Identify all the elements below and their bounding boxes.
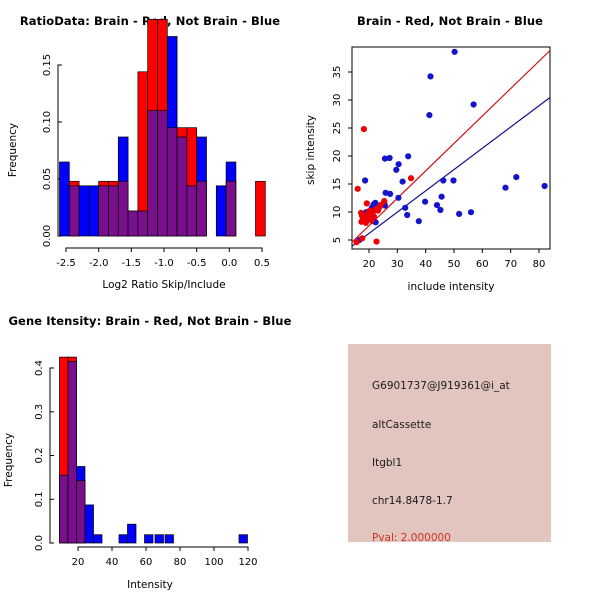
scatter-y-axis-label: skip intensity xyxy=(305,115,317,185)
sy-tick-15: 15 xyxy=(332,178,343,191)
gy-tick-1: 0.1 xyxy=(34,491,45,507)
x-tick-6: 0.5 xyxy=(254,258,270,269)
sx-tick-20: 20 xyxy=(363,259,376,270)
gx-tick-80: 80 xyxy=(174,557,187,568)
sy-tick-25: 25 xyxy=(332,122,343,135)
gbar-blue-10 xyxy=(238,534,248,544)
y-tick-3: 0.15 xyxy=(42,54,53,76)
sy-tick-20: 20 xyxy=(332,150,343,163)
gy-tick-0: 0.0 xyxy=(34,535,45,551)
gbar-blue-5 xyxy=(118,534,128,544)
sx-tick-30: 30 xyxy=(391,259,404,270)
gene-x-axis-label: Intensity xyxy=(127,579,173,591)
intensity-scatter-svg: 5 10 15 20 25 30 35 skip intensity 20 30… xyxy=(305,46,551,293)
sy-tick-35: 35 xyxy=(332,66,343,79)
gy-tick-3: 0.3 xyxy=(34,404,45,420)
sx-tick-70: 70 xyxy=(504,259,517,270)
brain-points xyxy=(353,126,415,246)
bar-blue-0 xyxy=(59,161,70,237)
gene-symbol-text: Itgbl1 xyxy=(372,457,403,469)
bar-overlap-14 xyxy=(196,180,207,237)
brain-fit-line xyxy=(351,50,551,243)
gbar-blue-4 xyxy=(93,534,103,544)
intensity-scatter-panel: Brain - Red, Not Brain - Blue 5 10 15 20… xyxy=(300,0,600,300)
gy-tick-2: 0.2 xyxy=(34,448,45,464)
sx-tick-40: 40 xyxy=(419,259,432,270)
x-tick-3: -1.0 xyxy=(154,258,174,269)
ratio-histogram-panel: RatioData: Brain - Red, Not Brain - Blue… xyxy=(0,0,300,300)
ratio-histogram-svg: 0.00 0.05 0.10 0.15 Frequency -2.5 -2.0 … xyxy=(7,19,270,291)
bar-overlap-12 xyxy=(176,136,188,237)
x-tick-1: -2.0 xyxy=(89,258,109,269)
x-tick-5: 0.0 xyxy=(221,258,237,269)
gene-info-box: G6901737@J919361@i_at altCassette Itgbl1… xyxy=(348,344,551,544)
bar-overlap-6 xyxy=(117,180,129,237)
bar-overlap-5 xyxy=(108,185,119,237)
bar-red-17 xyxy=(255,180,266,237)
sy-tick-5: 5 xyxy=(332,237,343,243)
bar-overlap-4 xyxy=(98,185,109,237)
bar-blue-3 xyxy=(88,185,100,237)
gene-intensity-title: Gene Itensity: Brain - Red, Not Brain - … xyxy=(8,314,292,328)
x-tick-4: -0.5 xyxy=(187,258,207,269)
gene-info-panel: G6901737@J919361@i_at altCassette Itgbl1… xyxy=(300,300,600,600)
bar-overlap-10 xyxy=(157,110,168,237)
sy-tick-30: 30 xyxy=(332,94,343,107)
gene-intensity-svg: 0.0 0.1 0.2 0.3 0.4 Frequency 20 40 60 8… xyxy=(3,356,258,591)
gbar-blue-9 xyxy=(164,534,174,544)
bar-overlap-8 xyxy=(137,210,149,237)
x-tick-2: -1.5 xyxy=(122,258,142,269)
gbar-overlap-0 xyxy=(59,474,69,544)
y-tick-1: 0.05 xyxy=(42,168,53,190)
gx-tick-60: 60 xyxy=(140,557,153,568)
not-brain-points xyxy=(356,48,548,244)
locus-text: chr14.8478-1.7 xyxy=(372,495,453,507)
ratio-x-axis-label: Log2 Ratio Skip/Include xyxy=(102,279,225,291)
bar-overlap-11 xyxy=(166,127,178,237)
scatter-title: Brain - Red, Not Brain - Blue xyxy=(356,14,544,28)
gbar-blue-8 xyxy=(154,534,164,544)
bar-overlap-1 xyxy=(68,185,80,237)
sx-tick-60: 60 xyxy=(476,259,489,270)
sx-tick-50: 50 xyxy=(448,259,461,270)
not-brain-fit-line xyxy=(351,97,551,247)
sy-tick-10: 10 xyxy=(332,206,343,219)
ratio-y-axis-label: Frequency xyxy=(7,123,19,177)
bar-overlap-7 xyxy=(127,210,139,237)
gx-tick-20: 20 xyxy=(72,557,85,568)
gy-tick-4: 0.4 xyxy=(34,360,45,376)
gbar-blue-6 xyxy=(127,523,137,544)
gx-tick-100: 100 xyxy=(204,557,223,568)
gx-tick-120: 120 xyxy=(238,557,257,568)
y-tick-0: 0.00 xyxy=(42,225,53,247)
gbar-blue-7 xyxy=(144,534,154,544)
gene-y-axis-label: Frequency xyxy=(3,433,15,487)
gene-intensity-panel: Gene Itensity: Brain - Red, Not Brain - … xyxy=(0,300,300,600)
scatter-x-axis-label: include intensity xyxy=(408,281,495,293)
bar-overlap-13 xyxy=(186,185,198,237)
event-type-text: altCassette xyxy=(372,419,432,431)
y-tick-2: 0.10 xyxy=(42,111,53,133)
bar-overlap-9 xyxy=(147,110,158,237)
bar-blue-15 xyxy=(215,185,227,237)
gbar-blue-3 xyxy=(84,504,94,544)
bar-blue-2 xyxy=(78,185,90,237)
gx-tick-40: 40 xyxy=(106,557,119,568)
gbar-overlap-1 xyxy=(67,361,77,544)
bar-overlap-16 xyxy=(225,180,237,237)
x-tick-0: -2.5 xyxy=(56,258,76,269)
gbar-overlap-2 xyxy=(76,480,86,544)
pval-text: Pval: 2.000000 xyxy=(372,532,451,544)
probe-id-text: G6901737@J919361@i_at xyxy=(372,380,510,392)
sx-tick-80: 80 xyxy=(533,259,546,270)
